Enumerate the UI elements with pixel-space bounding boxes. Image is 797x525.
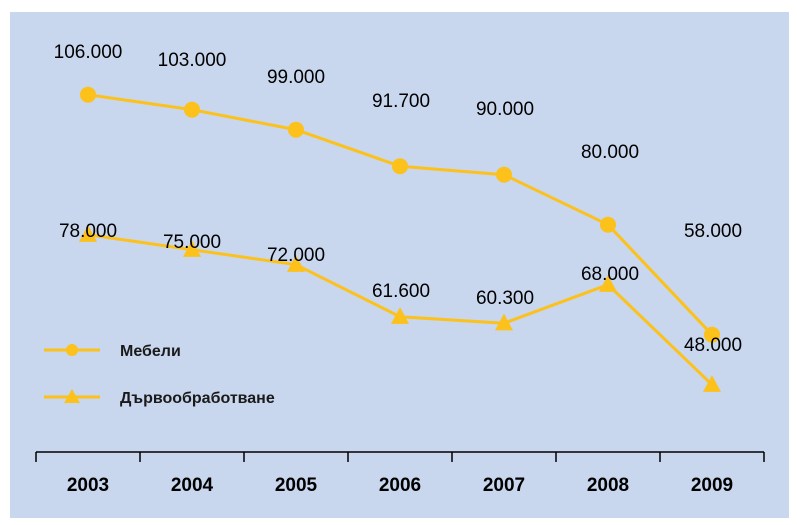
data-label: 78.000 <box>59 221 117 242</box>
series-mebeli <box>80 86 720 343</box>
legend-marker <box>66 344 78 356</box>
data-label: 91.700 <box>372 91 430 112</box>
series-layer <box>79 86 721 392</box>
data-label: 48.000 <box>684 335 742 356</box>
legend: Мебели Дървообработване <box>44 343 275 407</box>
x-tick-label: 2003 <box>67 475 109 496</box>
data-point <box>495 313 513 331</box>
data-point <box>80 86 96 103</box>
data-label: 61.600 <box>372 281 430 302</box>
data-point <box>79 225 97 242</box>
data-point <box>600 216 616 233</box>
x-tick-label: 2008 <box>587 475 629 496</box>
data-point <box>703 375 721 392</box>
data-point <box>184 101 200 118</box>
plot-background <box>10 12 789 518</box>
x-tick-label: 2009 <box>691 475 733 496</box>
data-label: 72.000 <box>267 245 325 266</box>
data-label: 75.000 <box>163 232 221 253</box>
legend-item: Дървообработване <box>44 389 275 407</box>
data-label: 103.000 <box>158 50 227 71</box>
legend-label: Мебели <box>120 343 181 360</box>
data-point <box>392 158 408 175</box>
data-labels: 106.000 103.000 99.000 91.700 90.000 80.000 58… <box>54 42 742 356</box>
legend-marker <box>64 389 80 403</box>
data-point <box>599 275 617 292</box>
data-label: 58.000 <box>684 221 742 242</box>
data-label: 80.000 <box>581 142 639 163</box>
data-point <box>288 121 304 138</box>
data-point <box>287 255 305 272</box>
data-label: 68.000 <box>581 264 639 285</box>
x-axis: 2003 2004 2005 2006 2007 2008 2009 <box>35 451 765 496</box>
plot-area <box>10 12 789 518</box>
data-point <box>183 240 201 257</box>
data-label: 106.000 <box>54 42 123 63</box>
legend-label: Дървообработване <box>120 390 275 407</box>
x-tick-label: 2007 <box>483 475 525 496</box>
data-label: 60.300 <box>476 288 534 309</box>
data-label: 99.000 <box>267 67 325 88</box>
x-tick-label: 2006 <box>379 475 421 496</box>
legend-item: Мебели <box>44 343 181 360</box>
data-label: 90.000 <box>476 99 534 120</box>
x-tick-label: 2004 <box>171 475 214 496</box>
series-darvoobrabotvane <box>79 225 721 392</box>
data-point <box>496 166 512 183</box>
data-point <box>704 326 720 343</box>
data-point <box>391 307 409 324</box>
x-tick-label: 2005 <box>275 475 318 496</box>
